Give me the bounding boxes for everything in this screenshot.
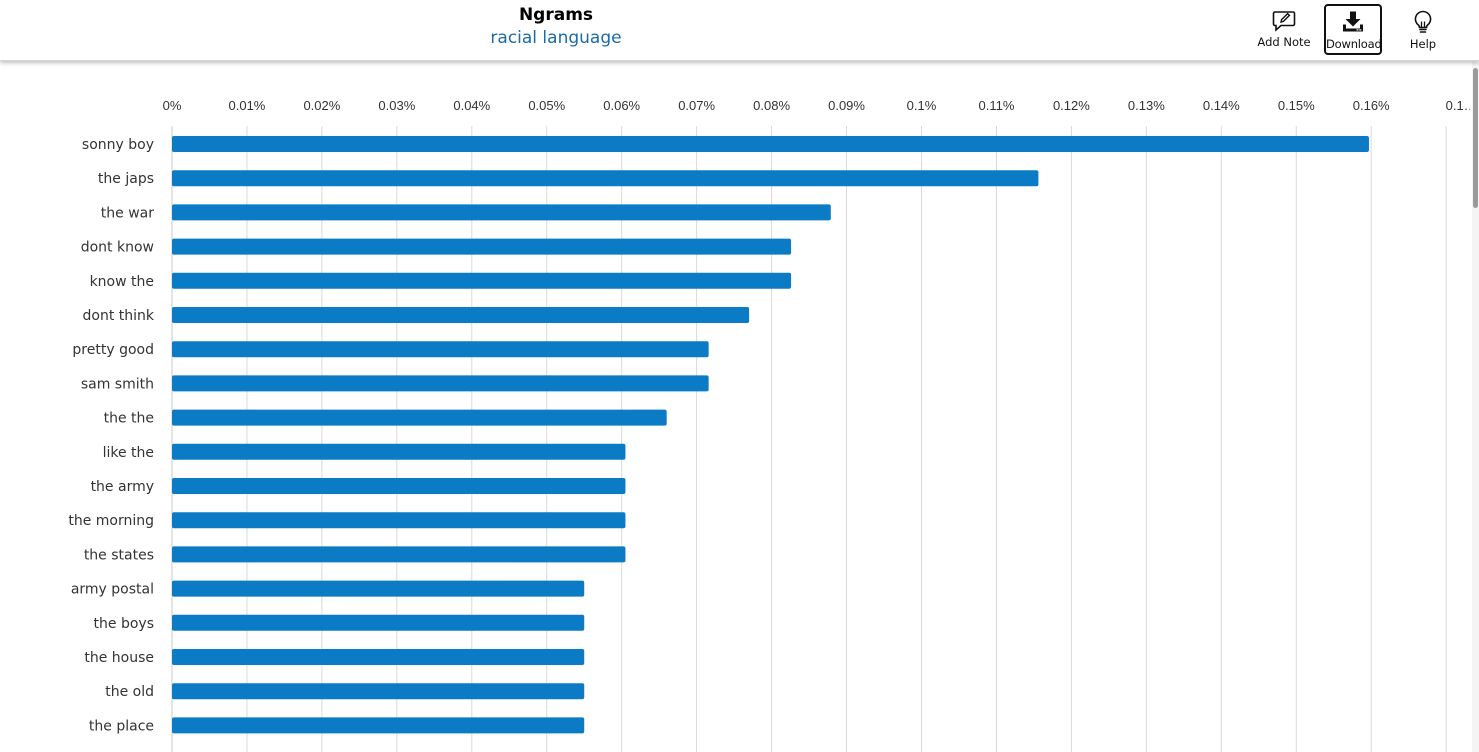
x-tick-label: 0.11%: [978, 98, 1014, 113]
category-label: sam smith: [81, 376, 154, 392]
x-tick-label: 0.06%: [603, 98, 640, 113]
x-tick-label: 0.12%: [1053, 98, 1090, 113]
bars: [172, 136, 1369, 734]
category-label: the place: [89, 718, 154, 734]
y-axis-categories: sonny boy the japs the war dont know know th…: [68, 137, 155, 734]
x-tick-label: 0.09%: [828, 98, 865, 113]
bar[interactable]: [172, 478, 626, 494]
category-label: the morning: [68, 513, 154, 529]
bar[interactable]: [172, 238, 792, 255]
ngram-bar-chart: 0% 0.01% 0.02% 0.03% 0.04% 0.05% 0.06% 0.07% 0.0…: [68, 98, 1470, 752]
bar[interactable]: [172, 409, 667, 426]
download-button[interactable]: Download: [1324, 4, 1382, 55]
category-label: the states: [84, 547, 154, 563]
bar[interactable]: [172, 512, 626, 529]
category-label: like the: [103, 445, 154, 461]
category-label: the army: [91, 479, 154, 495]
add-note-button[interactable]: Add Note: [1255, 4, 1313, 55]
bar[interactable]: [172, 375, 709, 392]
category-label: know the: [90, 274, 154, 290]
download-label: Download: [1326, 37, 1382, 51]
category-label: the boys: [94, 616, 154, 632]
bar[interactable]: [172, 204, 831, 221]
bar[interactable]: [172, 683, 585, 700]
bar[interactable]: [172, 307, 750, 323]
bar[interactable]: [172, 614, 585, 631]
x-tick-label: 0.04%: [453, 98, 490, 113]
category-label: the old: [105, 684, 154, 700]
add-note-label: Add Note: [1257, 35, 1311, 49]
bar[interactable]: [172, 170, 1039, 187]
category-label: pretty good: [72, 342, 154, 358]
x-tick-label: 0.08%: [753, 98, 790, 113]
bar[interactable]: [172, 717, 585, 734]
download-icon: [1343, 11, 1363, 32]
title-block: Ngrams racial language: [456, 4, 656, 50]
grid-lines: [171, 126, 1447, 752]
lightbulb-icon: [1414, 10, 1432, 33]
scrollbar-track[interactable]: [1472, 62, 1479, 752]
x-tick-label: 0.14%: [1203, 98, 1240, 113]
bar[interactable]: [172, 443, 626, 460]
category-label: the the: [104, 411, 154, 427]
x-tick-label: 0.1…: [1446, 98, 1470, 113]
x-tick-label: 0.1%: [907, 98, 937, 113]
scrollbar-thumb[interactable]: [1473, 68, 1478, 208]
category-label: army postal: [71, 582, 154, 598]
bar[interactable]: [172, 136, 1369, 152]
x-axis-ticks: 0% 0.01% 0.02% 0.03% 0.04% 0.05% 0.06% 0.07% 0.0…: [163, 98, 1470, 113]
x-tick-label: 0.01%: [229, 98, 266, 113]
chart-header: Ngrams racial language Add Note Download…: [0, 0, 1479, 61]
bar[interactable]: [172, 341, 709, 358]
category-label: the japs: [98, 171, 154, 187]
x-tick-label: 0.16%: [1353, 98, 1390, 113]
x-tick-label: 0.05%: [528, 98, 565, 113]
chart-title: Ngrams: [518, 5, 594, 25]
x-tick-label: 0.13%: [1128, 98, 1165, 113]
x-tick-label: 0.15%: [1278, 98, 1315, 113]
x-tick-label: 0.07%: [678, 98, 715, 113]
x-tick-label: 0.02%: [303, 98, 340, 113]
bar[interactable]: [172, 546, 626, 563]
x-tick-label: 0.03%: [378, 98, 415, 113]
bar[interactable]: [172, 649, 585, 665]
help-label: Help: [1409, 37, 1437, 51]
category-label: the house: [84, 650, 154, 666]
help-button[interactable]: Help: [1394, 4, 1452, 55]
chart-subtitle: racial language: [490, 28, 622, 48]
category-label: the war: [101, 205, 154, 221]
pencil-note-icon: [1272, 11, 1296, 32]
category-label: dont know: [81, 240, 154, 256]
category-label: dont think: [83, 308, 155, 324]
bar[interactable]: [172, 272, 792, 289]
bar[interactable]: [172, 580, 585, 597]
x-tick-label: 0%: [163, 98, 182, 113]
category-label: sonny boy: [82, 137, 154, 153]
